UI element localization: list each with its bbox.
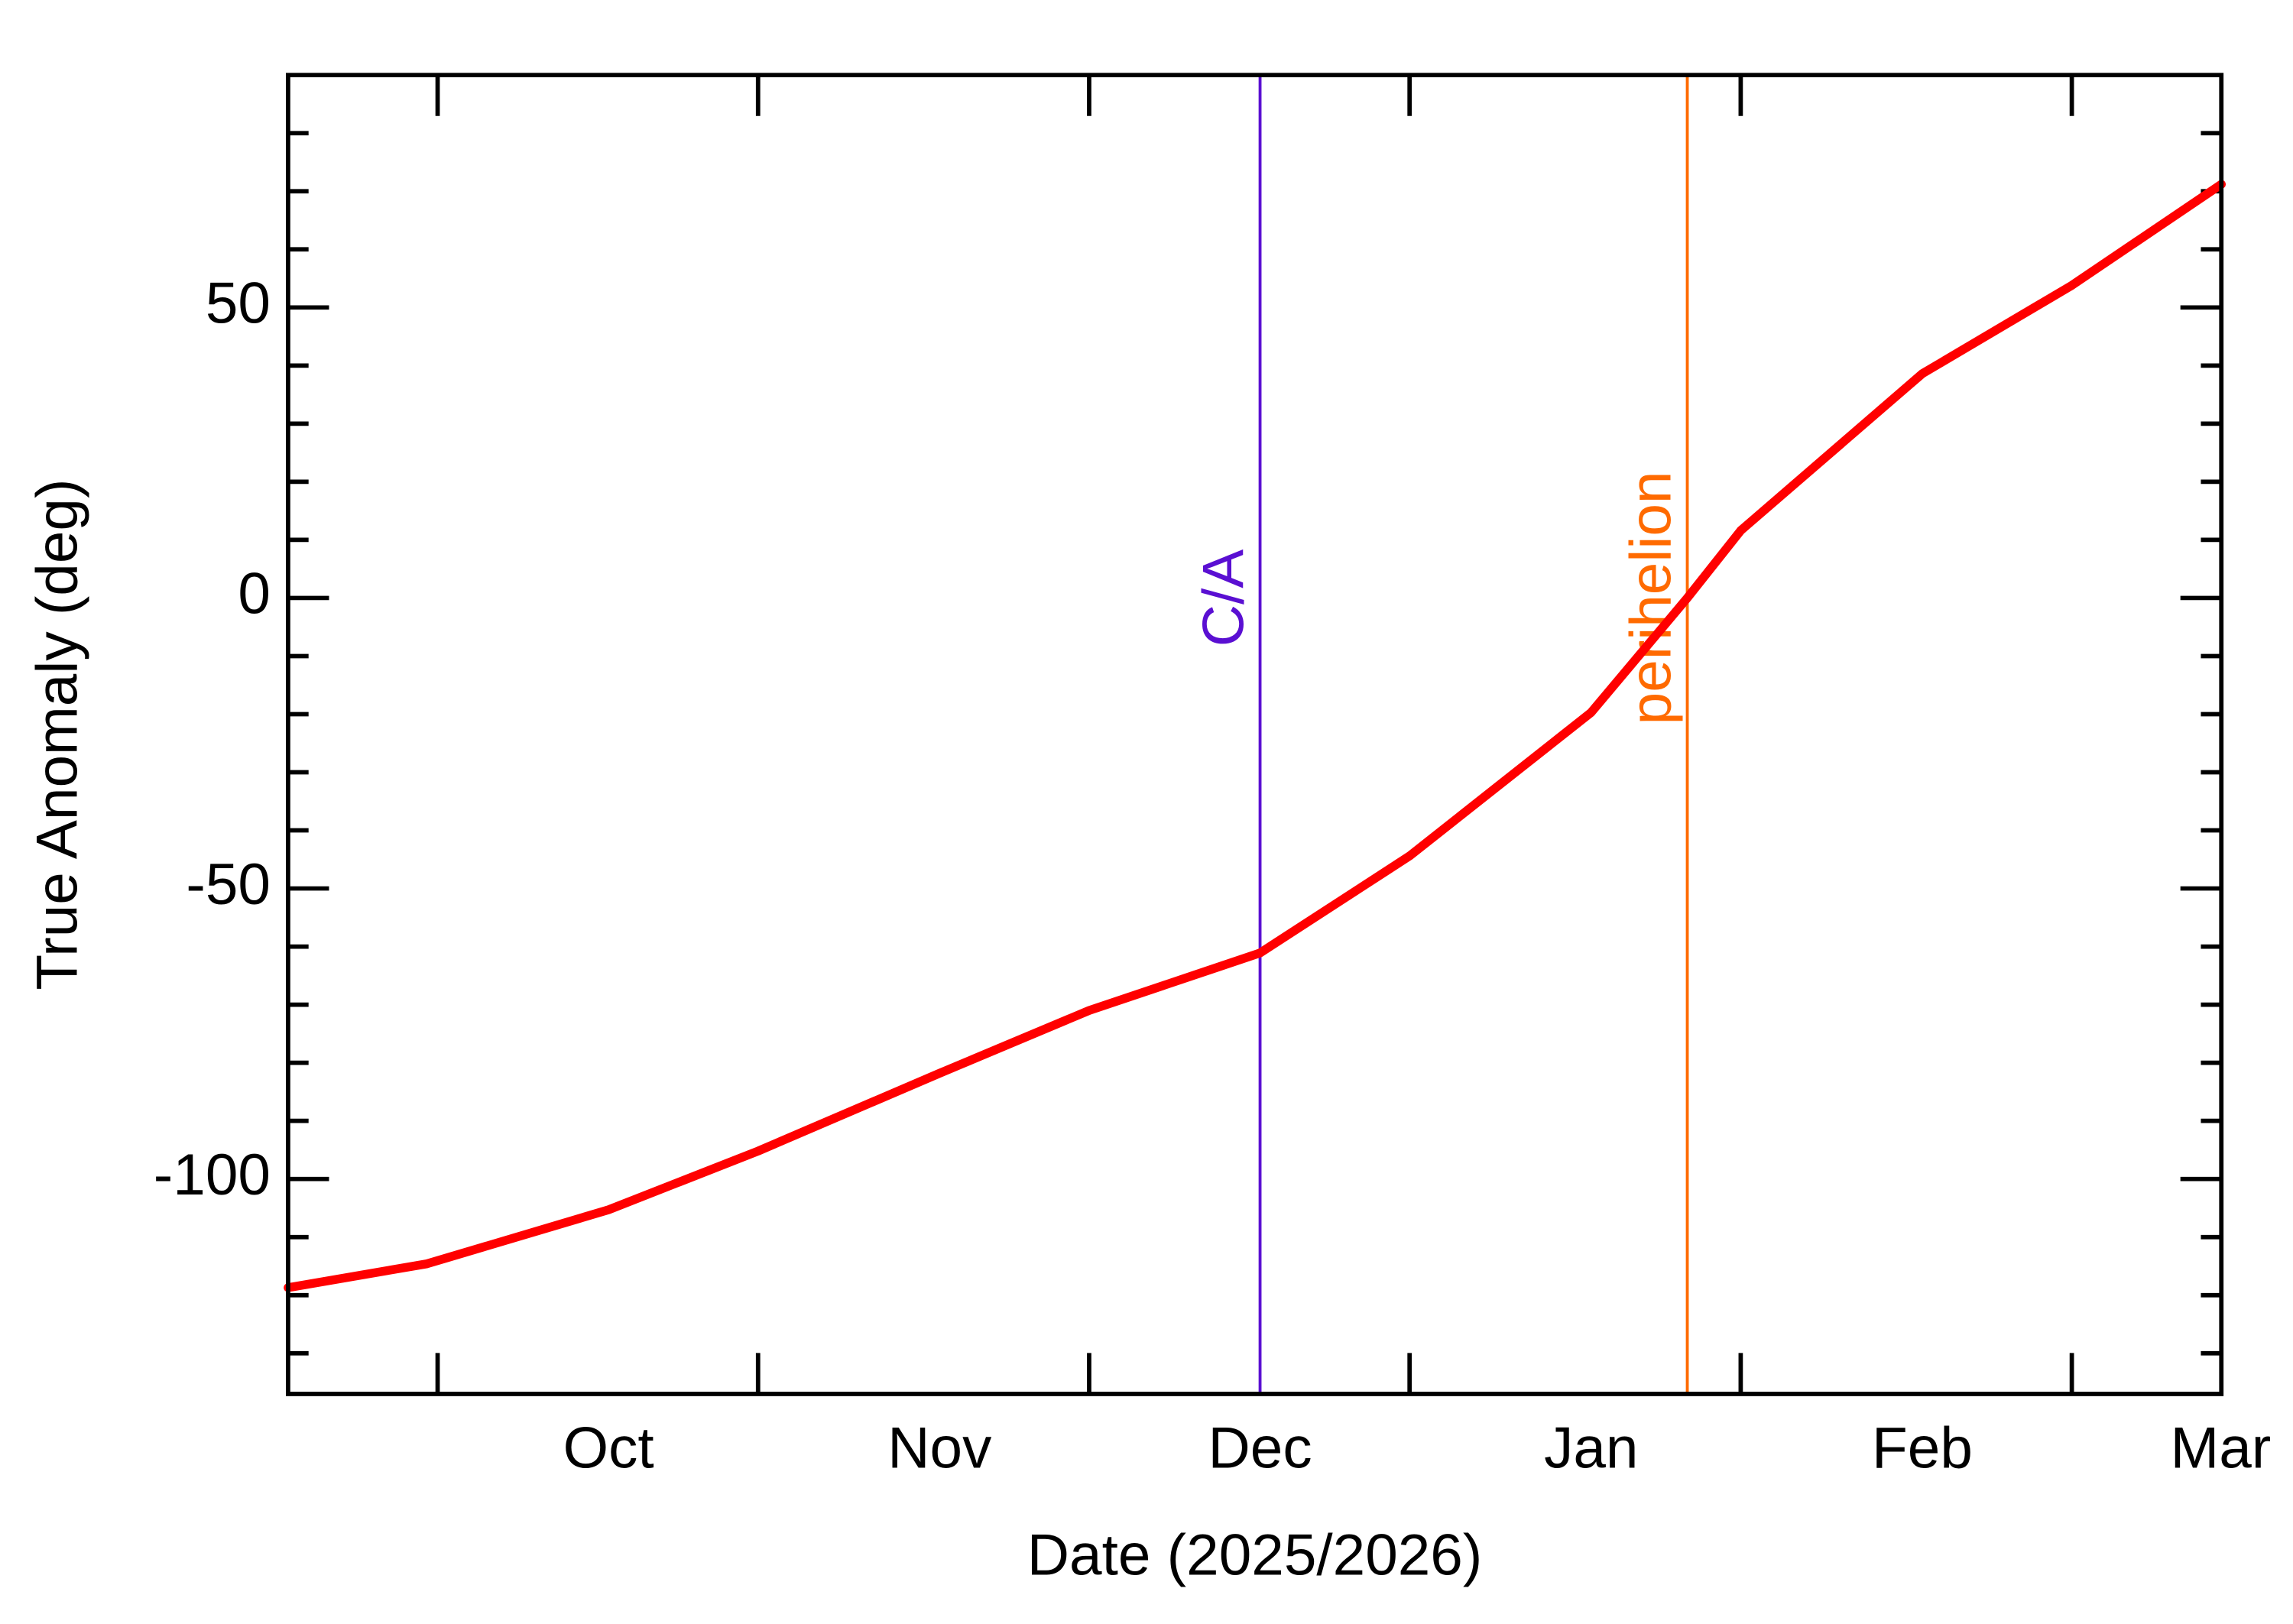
event-label: perihelion — [1619, 472, 1684, 725]
x-axis-title: Date (2025/2026) — [1027, 1522, 1483, 1587]
y-tick-label: -50 — [186, 852, 271, 917]
y-tick-label: 0 — [238, 562, 271, 627]
event-label: C/A — [1192, 549, 1257, 647]
y-axis-title: True Anomaly (deg) — [25, 479, 90, 990]
y-tick-label: 50 — [206, 271, 271, 336]
x-tick-label: Nov — [887, 1416, 991, 1481]
x-tick-label: Oct — [563, 1416, 654, 1481]
x-tick-label: Jan — [1544, 1416, 1638, 1481]
data-line — [284, 180, 2226, 1292]
x-tick-label: Dec — [1208, 1416, 1312, 1481]
y-tick-label: -100 — [154, 1143, 271, 1207]
x-tick-label: Mar — [2171, 1416, 2272, 1481]
x-tick-label: Feb — [1872, 1416, 1973, 1481]
plot-frame — [286, 73, 2224, 1396]
